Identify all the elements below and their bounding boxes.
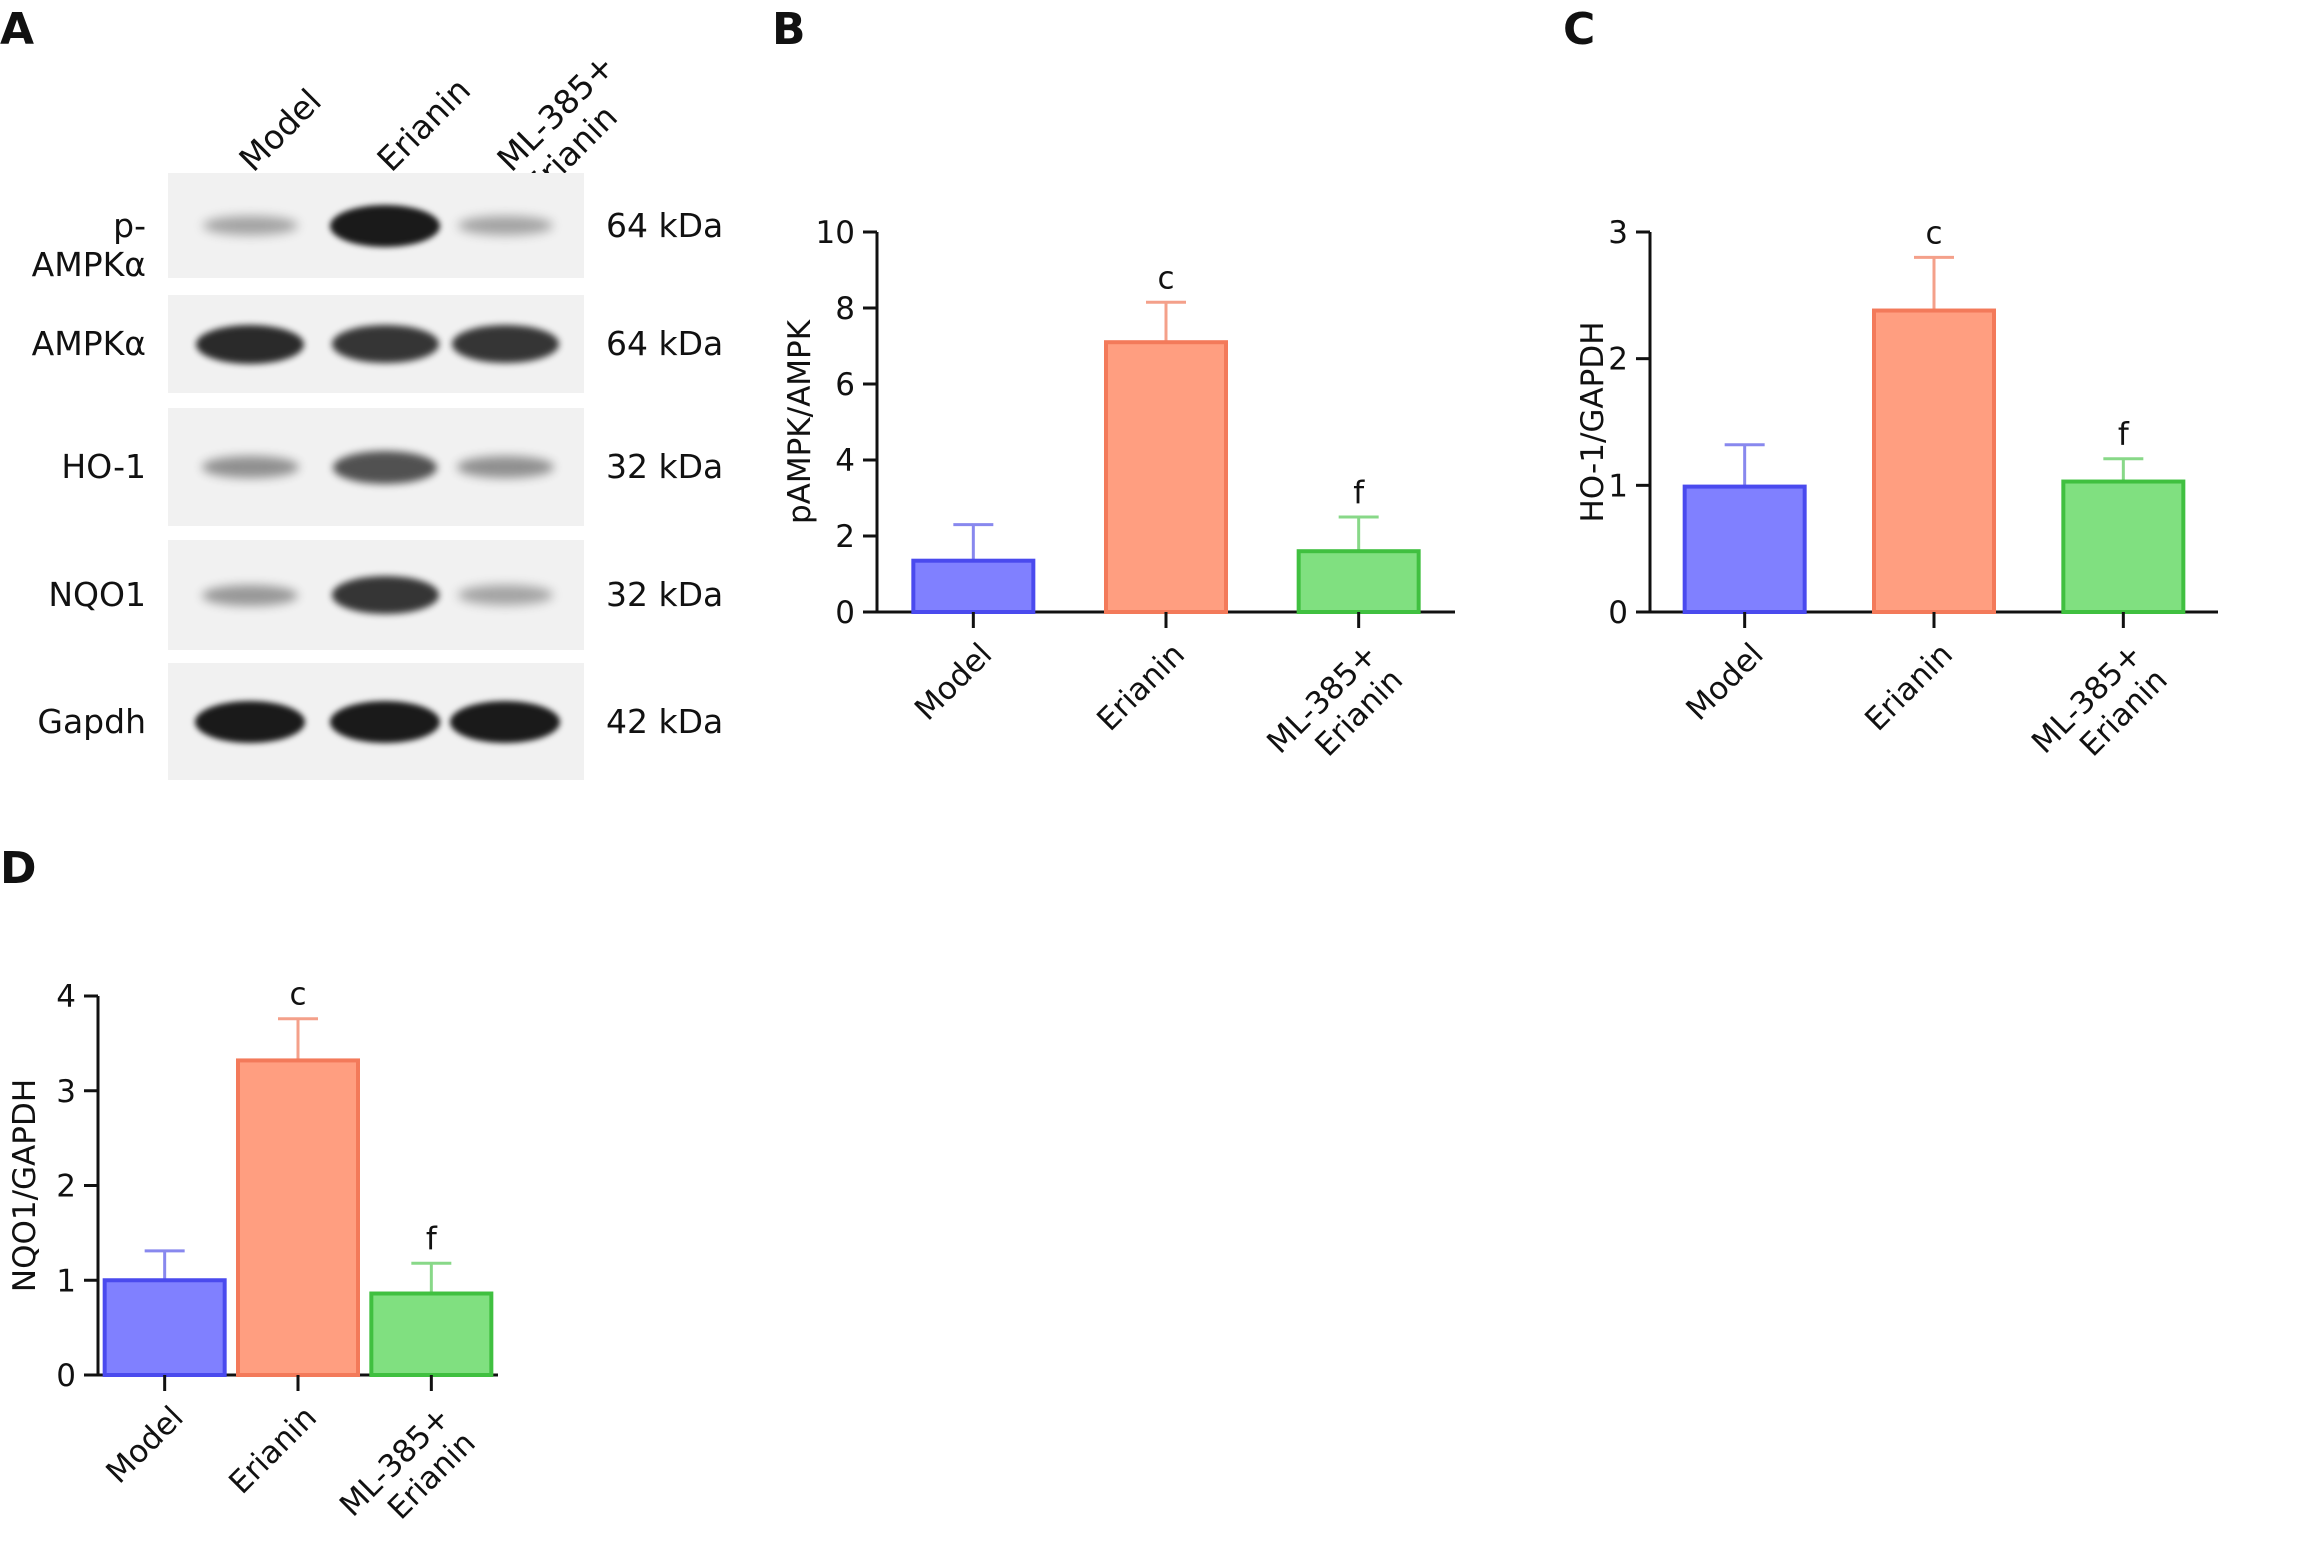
bar-ml-385-erianin: [1296, 549, 1421, 615]
blot-row-size: 42 kDa: [606, 701, 724, 741]
blot-band: [456, 455, 554, 479]
blot-strip: [168, 173, 584, 278]
blot-band: [331, 325, 439, 363]
blot-row-label: HO-1: [61, 447, 146, 486]
lane-label-erianin: Erianin: [369, 70, 479, 179]
significance-label: f: [1353, 475, 1365, 511]
blot-band: [195, 700, 305, 743]
blot-row-label: NQO1: [48, 575, 146, 614]
bar-erianin: [1104, 340, 1228, 614]
blot-band: [333, 450, 437, 484]
blot-row-label: Gapdh: [37, 701, 146, 741]
y-tick-label: 1: [1608, 468, 1628, 504]
x-tick-label: Erianin: [1858, 636, 1960, 738]
x-tick-label: ML-385+Erianin: [2025, 636, 2175, 763]
x-tick-label: Erianin: [222, 1399, 324, 1501]
blot-strip: [168, 295, 584, 393]
blot-strip: [168, 408, 584, 526]
y-axis-label: HO-1/GAPDH: [1575, 321, 1611, 522]
blot-band: [457, 585, 553, 605]
blot-strip: [168, 663, 584, 780]
chart-b-pampk-ampk: 0 2 4 6 8 10 pAMPK/AMPK Model c Erianin f ML-385+Er…: [782, 215, 1455, 764]
y-tick-label: 10: [816, 215, 855, 251]
blot-row-size: 64 kDa: [606, 205, 724, 245]
x-tick-label: Model: [99, 1399, 190, 1490]
panel-letter-c: C: [1563, 4, 1596, 55]
significance-label: c: [1157, 260, 1174, 296]
y-tick-label: 6: [835, 367, 855, 403]
bar-model: [911, 558, 1036, 615]
blot-band: [201, 455, 299, 479]
x-tick-label: Model: [908, 636, 999, 727]
y-tick-label: 3: [56, 1074, 76, 1110]
y-tick-label: 2: [1608, 342, 1628, 378]
blot-row-label: AMPKα: [31, 324, 146, 363]
bar-model: [102, 1278, 227, 1377]
y-tick-label: 3: [1608, 215, 1628, 251]
blot-band: [202, 215, 298, 236]
y-tick-label: 0: [56, 1358, 76, 1394]
x-tick-label: Model: [1679, 636, 1770, 727]
y-tick-label: 0: [835, 595, 855, 631]
x-tick-label: ML-385+Erianin: [333, 1399, 483, 1526]
blot-band: [331, 576, 439, 614]
blot-band: [196, 324, 304, 364]
y-tick-label: 2: [835, 519, 855, 555]
x-tick-label-line: Model: [99, 1399, 190, 1490]
blot-band: [457, 215, 553, 236]
bar-ml-385-erianin: [369, 1291, 494, 1378]
x-tick-label-line: Model: [1679, 636, 1770, 727]
bar-ml-385-erianin: [2061, 479, 2186, 614]
bar-erianin: [1872, 308, 1996, 615]
significance-label: c: [1925, 215, 1942, 251]
y-tick-label: 4: [835, 443, 855, 479]
blot-strip: [168, 540, 584, 650]
significance-label: c: [289, 977, 306, 1013]
y-axis-label: NQO1/GAPDH: [7, 1079, 43, 1292]
blot-band: [451, 325, 559, 363]
y-tick-label: 0: [1608, 595, 1628, 631]
y-tick-label: 8: [835, 291, 855, 327]
significance-label: f: [2118, 417, 2130, 453]
western-blot-panel: Model Erianin ML-385+ Erianin p-AMPKα 64 …: [0, 0, 800, 800]
bar-erianin: [236, 1058, 360, 1377]
x-tick-label: ML-385+Erianin: [1260, 636, 1410, 763]
panel-letter-b: B: [772, 4, 806, 55]
y-tick-label: 4: [56, 979, 76, 1015]
blot-row-size: 32 kDa: [606, 575, 724, 614]
panel-letter-d: D: [0, 843, 37, 894]
blot-row-label: p-AMPKα: [31, 205, 146, 284]
x-tick-label-line: Erianin: [222, 1399, 324, 1501]
blot-band: [450, 700, 560, 743]
blot-band: [202, 584, 298, 606]
x-tick-label-line: Erianin: [1858, 636, 1960, 738]
blot-row-size: 64 kDa: [606, 324, 724, 363]
blot-band: [330, 700, 440, 743]
blot-band: [330, 204, 440, 247]
y-tick-label: 1: [56, 1263, 76, 1299]
x-tick-label-line: Erianin: [1090, 636, 1192, 738]
x-tick-label-line: Model: [908, 636, 999, 727]
significance-label: f: [426, 1221, 438, 1257]
panel-letter-a: A: [0, 4, 35, 55]
x-tick-label: Erianin: [1090, 636, 1192, 738]
y-tick-label: 2: [56, 1169, 76, 1205]
blot-row-size: 32 kDa: [606, 447, 724, 486]
bar-model: [1682, 484, 1807, 615]
lane-label-model: Model: [231, 81, 329, 179]
y-axis-label: pAMPK/AMPK: [782, 319, 818, 524]
chart-d-nqo1-gapdh: 0 1 2 3 4 NQO1/GAPDH Model c Erianin f ML-385+Eria…: [7, 977, 498, 1527]
chart-c-ho1-gapdh: 0 1 2 3 HO-1/GAPDH Model c Erianin f ML-385+Erian…: [1575, 215, 2218, 764]
